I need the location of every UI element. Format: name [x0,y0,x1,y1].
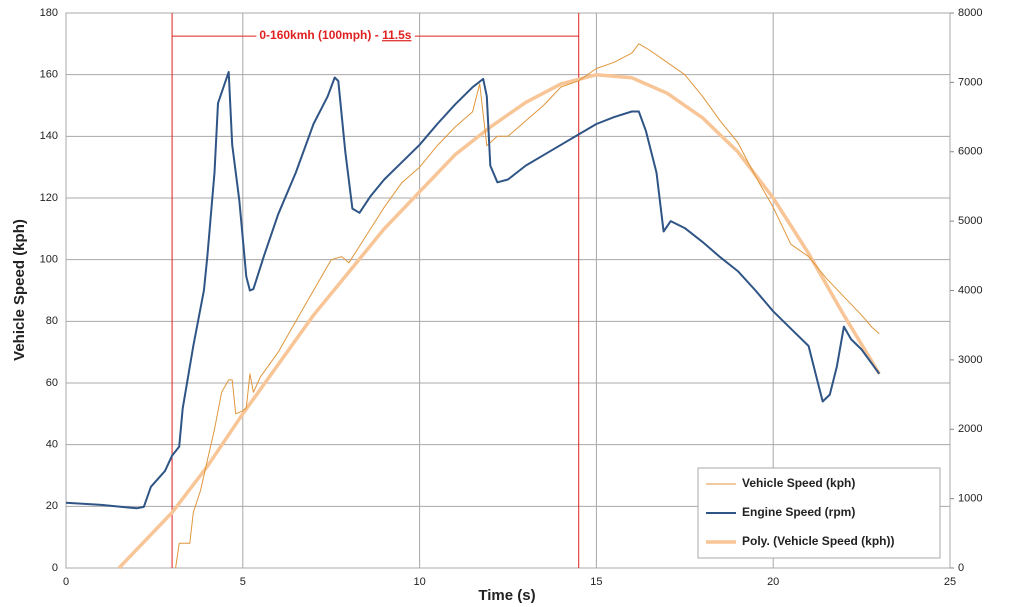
y2-tick-label: 5000 [958,215,982,227]
legend-label: Engine Speed (rpm) [742,505,855,519]
y-axis-title: Vehicle Speed (kph) [11,219,28,361]
y-tick-label: 60 [46,377,58,389]
y-tick-label: 180 [40,7,58,19]
y-tick-label: 80 [46,315,58,327]
x-tick-label: 5 [240,576,246,588]
legend-label: Poly. (Vehicle Speed (kph)) [742,534,894,548]
annotation-text: 0-160kmh (100mph) - [259,28,382,42]
x-tick-label: 20 [767,576,779,588]
x-axis-title: Time (s) [478,587,535,604]
annotation-bg [256,28,415,43]
y2-tick-label: 8000 [958,7,982,19]
y2-tick-label: 4000 [958,284,982,296]
y2-tick-label: 6000 [958,146,982,158]
y-tick-label: 100 [40,254,58,266]
legend [697,467,941,559]
annotation-highlight: 11.5s [382,28,412,42]
legend-label: Vehicle Speed (kph) [742,476,855,490]
series-line [117,72,881,570]
y2-tick-label: 3000 [958,354,982,366]
annotation: 0-160kmh (100mph) - 11.5s [259,28,411,42]
y-tick-label: 0 [52,562,58,574]
y2-tick-label: 0 [958,562,964,574]
series-line [65,71,881,510]
x-tick-label: 10 [413,576,425,588]
y2-tick-label: 7000 [958,76,982,88]
y-tick-label: 160 [40,69,58,81]
y-tick-label: 20 [46,500,58,512]
series-line [175,43,880,569]
y2-tick-label: 2000 [958,423,982,435]
x-tick-label: 15 [590,576,602,588]
x-tick-label: 25 [944,576,956,588]
y-tick-label: 40 [46,439,58,451]
y-tick-label: 140 [40,130,58,142]
y-tick-label: 120 [40,192,58,204]
x-tick-label: 0 [63,576,69,588]
y2-tick-label: 1000 [958,493,982,505]
